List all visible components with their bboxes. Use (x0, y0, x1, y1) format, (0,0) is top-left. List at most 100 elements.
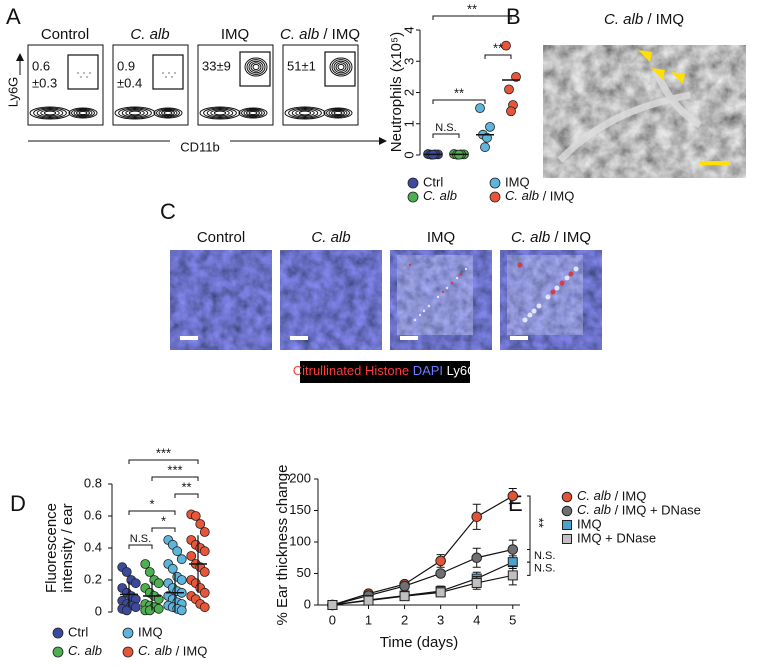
stain-dot (568, 271, 574, 277)
significance-bracket (128, 544, 153, 549)
legend-label: C. alb (68, 643, 102, 658)
legend-swatch (562, 520, 572, 530)
y-tick-label: 2 (401, 89, 416, 96)
flow-contour (288, 107, 322, 119)
significance-label: N.S. (534, 563, 555, 575)
y-tick-label: 0.6 (84, 507, 102, 522)
gate-percent: 51±1 (287, 58, 316, 73)
stain-dot (459, 272, 463, 276)
x-tick-label: 1 (365, 612, 372, 627)
flow-gate (324, 51, 356, 87)
data-point (507, 544, 519, 555)
flow-contour (125, 109, 145, 117)
flow-contour (337, 63, 345, 71)
series-line (332, 561, 514, 606)
data-point (435, 568, 446, 579)
legend-swatch (122, 646, 134, 658)
data-point (130, 578, 141, 589)
legend-swatch (122, 627, 134, 639)
data-point (153, 594, 164, 605)
x-tick-label: 0 (329, 612, 336, 627)
data-point (507, 570, 518, 581)
y-tick-label: 1 (401, 120, 416, 127)
data-point (482, 132, 492, 143)
micrograph-title: C. alb / IMQ (511, 229, 591, 246)
legend-label: C. alb / IMQ (505, 188, 574, 203)
flow-contour (246, 59, 266, 75)
y-tick-label: 0 (401, 151, 416, 158)
stain-dot (436, 295, 440, 299)
flow-contour (331, 110, 345, 116)
flow-event (165, 76, 167, 78)
significance-label: ** (181, 479, 191, 494)
y-tick-label: 3 (401, 58, 416, 65)
legend-label: C. alb / IMQ (577, 488, 646, 503)
flow-event (77, 72, 79, 74)
micrograph (170, 250, 272, 350)
flow-contour (78, 110, 88, 116)
flow-contour (153, 107, 183, 119)
micrograph-title: IMQ (427, 229, 455, 246)
flow-contour (210, 109, 230, 117)
data-point (199, 567, 210, 577)
stain-dot (418, 313, 422, 317)
data-point (475, 103, 485, 114)
flow-contour (291, 108, 319, 118)
legend-label: IMQ (577, 516, 602, 531)
flow-contour (244, 57, 268, 77)
legend-swatch (562, 534, 572, 544)
stain-dot (408, 263, 412, 267)
flow-contour (36, 108, 64, 118)
flow-title: C. alb / IMQ (280, 26, 360, 43)
data-point (186, 551, 197, 561)
x-axis-label: Time (days) (380, 634, 459, 651)
arrowhead (638, 50, 652, 62)
legend-swatch (489, 177, 501, 189)
sem-hypha (557, 68, 702, 163)
data-point (435, 587, 446, 598)
gate-percent: 0.9 (117, 58, 135, 73)
data-point (176, 605, 187, 616)
data-point (121, 567, 132, 577)
flow-gate (239, 51, 271, 87)
significance-bracket (432, 99, 486, 104)
flow-contour (71, 108, 95, 118)
stain-dot (564, 275, 570, 281)
stain-dot (550, 289, 556, 295)
flow-contour (295, 109, 315, 117)
x-tick-label: 3 (437, 612, 444, 627)
data-point (471, 577, 482, 588)
flow-contour (248, 110, 258, 116)
flow-contour (156, 108, 180, 118)
flow-contour (284, 106, 326, 120)
tissue-bright (397, 255, 473, 335)
flow-event (83, 72, 85, 74)
legend-label: Ctrl (423, 174, 443, 189)
data-point (195, 519, 206, 529)
stain-dot (554, 285, 560, 291)
flow-contour (118, 107, 152, 119)
y-tick-label: 100 (289, 533, 311, 548)
flow-contour (128, 110, 142, 116)
flow-contour (335, 62, 347, 72)
flow-contour (43, 110, 57, 116)
data-point (199, 602, 210, 613)
flow-contour (328, 109, 348, 117)
legend-swatch (407, 177, 419, 189)
significance-label: N.S. (534, 550, 555, 562)
flow-contour (76, 110, 90, 116)
data-point (511, 71, 521, 82)
significance-label: N.S. (435, 122, 456, 134)
legend-swatch (52, 627, 64, 639)
sem-title: C. alb / IMQ (604, 11, 684, 28)
y-tick-label: 200 (289, 470, 311, 485)
significance-bracket (484, 54, 512, 59)
data-point (507, 557, 518, 568)
gate-percent: ±0.3 (32, 75, 57, 90)
data-point (130, 602, 141, 613)
stain-dot (441, 290, 445, 294)
panel-letter: A (6, 4, 21, 29)
micrograph (280, 250, 382, 350)
significance-bracket (151, 527, 176, 532)
